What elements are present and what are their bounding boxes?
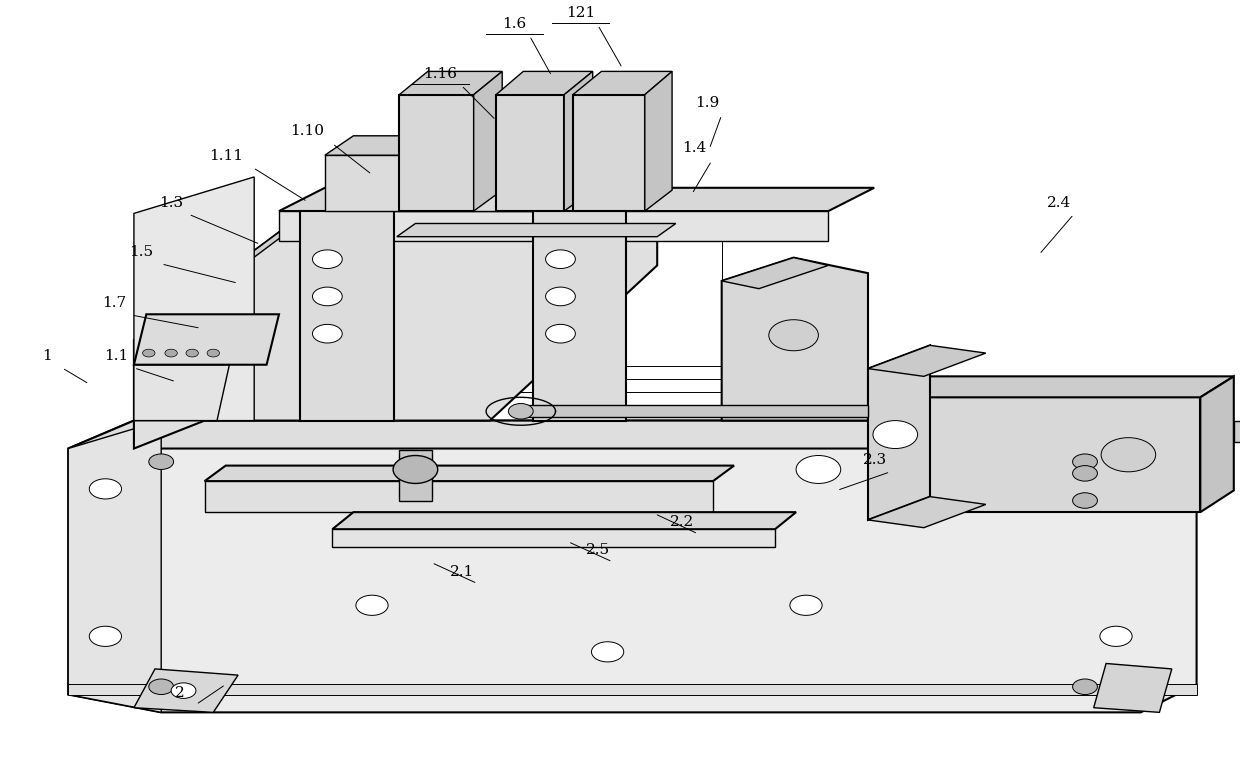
Ellipse shape [171, 683, 196, 698]
Ellipse shape [312, 250, 342, 268]
Polygon shape [533, 211, 626, 421]
Ellipse shape [186, 349, 198, 357]
Ellipse shape [207, 349, 219, 357]
Text: 1: 1 [42, 349, 52, 363]
Text: 1.6: 1.6 [502, 17, 527, 31]
Ellipse shape [393, 456, 438, 483]
Text: 1.10: 1.10 [290, 124, 325, 138]
Ellipse shape [149, 454, 174, 469]
Ellipse shape [546, 250, 575, 268]
Polygon shape [1234, 421, 1240, 442]
Ellipse shape [508, 404, 533, 419]
Polygon shape [868, 497, 986, 528]
Ellipse shape [89, 479, 122, 499]
Text: 1.1: 1.1 [104, 349, 129, 363]
Ellipse shape [1100, 626, 1132, 646]
Polygon shape [573, 95, 645, 211]
Ellipse shape [312, 324, 342, 343]
Text: 2.5: 2.5 [585, 543, 610, 557]
Ellipse shape [143, 349, 155, 357]
Polygon shape [279, 211, 828, 241]
Polygon shape [397, 223, 676, 237]
Polygon shape [205, 466, 734, 481]
Polygon shape [564, 71, 593, 211]
Polygon shape [573, 71, 672, 95]
Polygon shape [279, 188, 874, 211]
Polygon shape [645, 71, 672, 211]
Polygon shape [205, 481, 713, 512]
Polygon shape [68, 684, 1197, 695]
Polygon shape [134, 155, 391, 340]
Polygon shape [496, 95, 564, 211]
Polygon shape [332, 512, 796, 529]
Text: 2.3: 2.3 [863, 453, 888, 467]
Text: 1.3: 1.3 [159, 196, 184, 210]
Ellipse shape [1073, 493, 1097, 508]
Polygon shape [521, 405, 868, 417]
Polygon shape [134, 314, 279, 365]
Text: 1.11: 1.11 [208, 149, 243, 163]
Polygon shape [68, 421, 1197, 449]
Polygon shape [874, 376, 1234, 397]
Ellipse shape [873, 421, 918, 449]
Ellipse shape [546, 324, 575, 343]
Ellipse shape [165, 349, 177, 357]
Ellipse shape [1100, 479, 1132, 499]
Ellipse shape [89, 626, 122, 646]
Polygon shape [399, 450, 432, 501]
Text: 121: 121 [565, 6, 595, 20]
Ellipse shape [149, 679, 174, 695]
Text: 1.4: 1.4 [682, 141, 707, 155]
Polygon shape [134, 177, 657, 449]
Polygon shape [68, 421, 1197, 712]
Polygon shape [399, 95, 474, 211]
Text: 2.4: 2.4 [1047, 196, 1071, 210]
Ellipse shape [790, 595, 822, 615]
Ellipse shape [356, 595, 388, 615]
Polygon shape [300, 211, 394, 421]
Ellipse shape [1101, 438, 1156, 472]
Polygon shape [496, 71, 593, 95]
Polygon shape [474, 71, 502, 211]
Polygon shape [325, 155, 533, 211]
Polygon shape [399, 71, 502, 95]
Polygon shape [134, 177, 254, 421]
Polygon shape [722, 258, 828, 289]
Text: 1.7: 1.7 [102, 296, 126, 310]
Ellipse shape [1073, 679, 1097, 695]
Ellipse shape [769, 320, 818, 351]
Ellipse shape [546, 287, 575, 306]
Polygon shape [325, 136, 564, 155]
Polygon shape [1094, 663, 1172, 712]
Text: 1.16: 1.16 [423, 67, 458, 81]
Polygon shape [332, 529, 775, 547]
Ellipse shape [796, 456, 841, 483]
Polygon shape [134, 669, 238, 712]
Text: 2: 2 [175, 686, 185, 700]
Ellipse shape [1073, 466, 1097, 481]
Ellipse shape [1073, 454, 1097, 469]
Polygon shape [722, 258, 868, 421]
Polygon shape [868, 345, 986, 376]
Polygon shape [1200, 376, 1234, 512]
Text: 2.1: 2.1 [450, 565, 475, 579]
Ellipse shape [591, 642, 624, 662]
Polygon shape [68, 421, 161, 712]
Text: 2.2: 2.2 [670, 515, 694, 529]
Text: 1.5: 1.5 [129, 245, 154, 259]
Polygon shape [134, 365, 229, 421]
Polygon shape [874, 397, 1200, 512]
Text: 1.9: 1.9 [694, 96, 719, 110]
Polygon shape [868, 345, 930, 520]
Ellipse shape [312, 287, 342, 306]
